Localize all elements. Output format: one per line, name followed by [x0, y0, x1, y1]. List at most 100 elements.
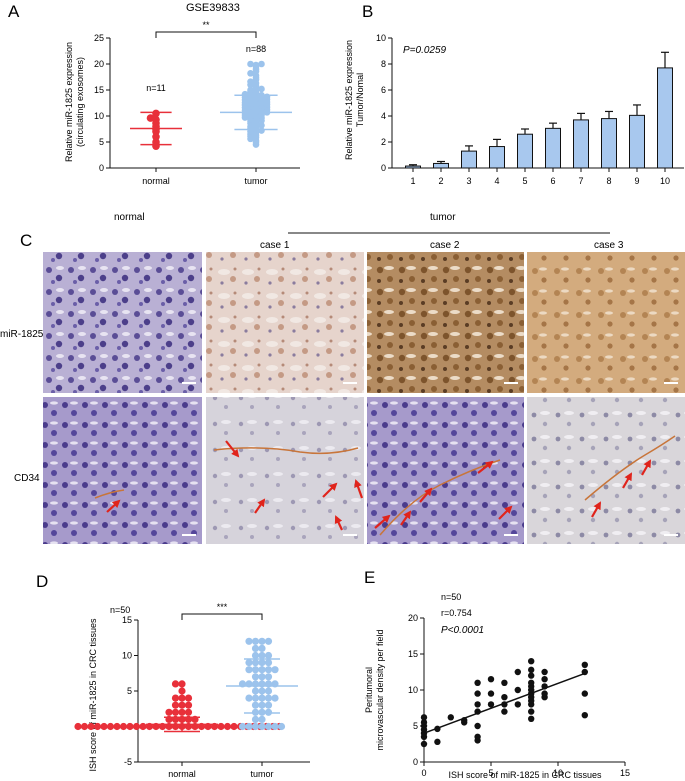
- panel-d-ytick-label: 15: [122, 615, 132, 625]
- panel-d-point-normal: [184, 708, 193, 716]
- panel-d-point-tumor: [238, 722, 247, 731]
- panel-e-ytick-label: 20: [408, 613, 418, 623]
- panel-label-c: C: [20, 231, 32, 250]
- micrograph-case2-mir1825: [367, 252, 524, 393]
- panel-e-point: [528, 658, 535, 665]
- micrograph-case3-cd34: [527, 397, 685, 544]
- panel-b-ytick-label: 4: [381, 111, 386, 121]
- panel-e-xlabel: ISH score of miR-1825 in CRC tissues: [448, 770, 602, 780]
- panel-d-point-tumor: [251, 659, 260, 667]
- panel-d-point-normal: [178, 680, 186, 688]
- panel-d-point-tumor: [258, 722, 266, 731]
- panel-a-chart: GSE39833 Relative miR-1825 expression (c…: [64, 2, 300, 186]
- panel-b-xtick-label: 3: [466, 176, 471, 186]
- panel-e-point: [487, 676, 495, 683]
- panel-e-point: [581, 690, 588, 697]
- panel-d-xtick-label: normal: [168, 769, 196, 779]
- panel-d-point-tumor: [258, 651, 266, 660]
- panel-d-point-tumor: [264, 666, 273, 674]
- panel-e-point: [541, 668, 548, 676]
- panel-e-point: [501, 694, 508, 701]
- panel-e-point: [528, 666, 535, 674]
- panel-d-point-tumor: [264, 659, 273, 667]
- panel-d-point-normal: [100, 722, 108, 731]
- panel-a-ytick-label: 25: [94, 33, 104, 43]
- panel-a-n-normal: n=11: [146, 83, 166, 93]
- panel-e-ytick-label: 5: [413, 721, 418, 731]
- panel-a-point-tumor: [247, 78, 254, 85]
- panel-a-n-tumor: n=88: [246, 44, 266, 54]
- panel-d-point-normal: [223, 722, 232, 731]
- panel-e-point: [528, 708, 535, 715]
- panel-d-point-normal: [178, 701, 186, 709]
- panel-e-point: [420, 714, 428, 721]
- panel-d-point-tumor: [251, 694, 260, 702]
- panel-e-point: [541, 676, 548, 683]
- panel-c-col-tumor: tumor: [430, 212, 456, 223]
- panel-d-point-normal: [178, 687, 186, 695]
- panel-e-point: [528, 672, 535, 679]
- panel-d-point-tumor: [258, 637, 266, 645]
- panel-b-xtick-label: 8: [606, 176, 611, 186]
- panel-a-ytick-label: 10: [94, 111, 104, 121]
- panel-b-ytick-label: 10: [376, 33, 386, 43]
- panel-a-point-tumor: [258, 122, 265, 129]
- panel-d-point-normal: [87, 722, 95, 731]
- panel-e-r: r=0.754: [441, 608, 472, 618]
- panel-c-row1: miR-1825: [0, 329, 44, 340]
- red-arrows: [106, 440, 651, 531]
- panel-a-point-tumor: [247, 86, 254, 94]
- panel-b-ylabel-1: Relative miR-1825 expression: [344, 40, 354, 160]
- panel-c-row2: CD34: [14, 473, 40, 484]
- panel-d-point-tumor: [264, 694, 273, 702]
- panel-e-point: [447, 714, 454, 721]
- panel-e-point: [474, 690, 481, 697]
- panel-b-bar: [433, 162, 449, 169]
- panel-b-bar: [405, 165, 421, 169]
- panel-a-point-tumor: [247, 70, 254, 77]
- panel-d-point-normal: [217, 722, 225, 731]
- panel-d-point-normal: [184, 694, 193, 702]
- panel-e-ytick-label: 15: [408, 649, 418, 659]
- panel-d-point-normal: [178, 708, 186, 716]
- panel-b-chart: Relative miR-1825 expression Tumor/Nomal…: [344, 33, 684, 186]
- panel-d-point-normal: [171, 708, 180, 716]
- panel-e-point: [541, 690, 548, 697]
- panel-b-xtick-label: 7: [578, 176, 583, 186]
- panel-d-point-normal: [184, 701, 193, 709]
- panel-b-xtick-label: 6: [550, 176, 555, 186]
- panel-b-xtick-label: 10: [660, 176, 670, 186]
- panel-c-histology: normal tumor case 1 case 2 case 3 miR-18…: [0, 212, 685, 544]
- panel-d-point-normal: [126, 722, 134, 731]
- panel-d-point-tumor: [264, 673, 273, 681]
- panel-e-point: [528, 715, 535, 722]
- panel-b-xtick-label: 1: [410, 176, 415, 186]
- panel-d-point-tumor: [264, 687, 273, 695]
- panel-d-point-normal: [165, 708, 173, 716]
- panel-a-ylabel-2: (circulating exosomes): [75, 57, 85, 147]
- panel-e-point: [420, 719, 428, 726]
- panel-d-point-tumor: [271, 666, 279, 674]
- panel-a-ytick-label: 15: [94, 85, 104, 95]
- panel-e-point: [487, 701, 495, 708]
- panel-d-point-tumor: [251, 637, 260, 645]
- panel-d-significance: ***: [217, 602, 228, 612]
- panel-e-point: [514, 701, 521, 708]
- panel-label-e: E: [364, 568, 375, 587]
- panel-label-d: D: [36, 572, 48, 591]
- panel-e-point: [434, 738, 441, 746]
- micrograph-case1-cd34: [206, 397, 364, 544]
- panel-e-point: [474, 733, 481, 740]
- panel-c-case3: case 3: [594, 240, 624, 251]
- panel-a-ytick-label: 5: [99, 137, 104, 147]
- micrograph-case3-mir1825: [527, 252, 685, 393]
- micrograph-normal-mir1825: [43, 252, 202, 393]
- panel-d-point-normal: [113, 722, 121, 731]
- panel-e-point: [474, 701, 481, 708]
- micrograph-normal-cd34: [43, 397, 202, 544]
- panel-d-n: n=50: [110, 605, 130, 615]
- panel-d-point-tumor: [264, 637, 273, 645]
- panel-b-xtick-label: 4: [494, 176, 499, 186]
- panel-d-point-tumor: [251, 673, 260, 681]
- panel-e-ylabel-1: Peritumoral: [364, 667, 374, 713]
